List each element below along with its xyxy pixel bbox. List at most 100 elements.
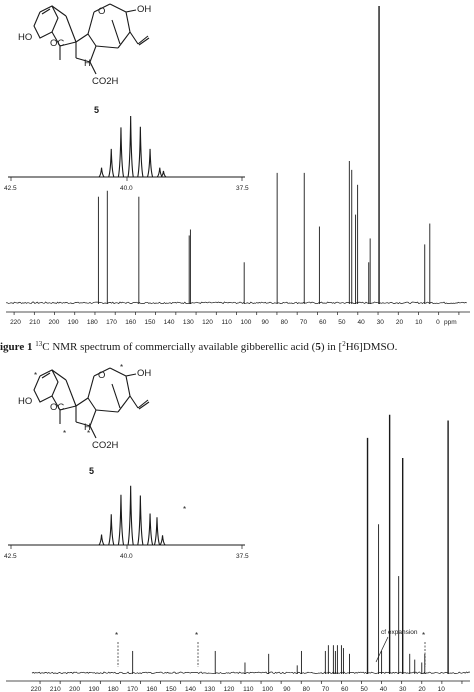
axis-tick-label: 100 xyxy=(262,686,273,692)
atom-ho: HO xyxy=(18,396,32,407)
axis-tick-label: 120 xyxy=(224,686,235,692)
atom-ho: HO xyxy=(18,32,32,43)
axis-tick-label: 30 xyxy=(399,686,407,692)
axis-tick-label: 80 xyxy=(281,319,289,326)
inset-tick-label: 37.5 xyxy=(236,185,249,192)
inset-tick-label: 37.5 xyxy=(236,553,249,560)
inset-ticks xyxy=(10,177,243,181)
expansion-note: cf expansion xyxy=(381,629,418,636)
caption-superscript-2: 2 xyxy=(342,340,346,348)
inset-peak xyxy=(137,126,144,178)
atom-oc: OC xyxy=(50,38,64,49)
axis-tick-label: 160 xyxy=(125,319,136,326)
atom-co2h: CO2H xyxy=(92,440,119,451)
gibberellic-acid-structure-2 xyxy=(33,367,150,439)
axis-tick-label: 10 xyxy=(438,686,446,692)
axis-tick-label: 200 xyxy=(48,319,59,326)
structure-star: * xyxy=(120,363,123,372)
axis-tick-label: 50 xyxy=(360,686,368,692)
caption-compound: 5 xyxy=(315,341,321,353)
structure-2-atoms: O OH HO OC H CO2H * * * * 5 xyxy=(18,363,151,476)
gibberellic-acid-structure-1 xyxy=(33,3,150,75)
atom-o: O xyxy=(98,370,105,381)
axis-tick-label: 170 xyxy=(106,319,117,326)
peak-star: * xyxy=(115,631,118,640)
inset-tick-label: 40.0 xyxy=(120,185,133,192)
spectrum-peaks xyxy=(97,6,431,304)
nmr-spectrum-1: 220 210 200 190 180 170 160 150 140 130 … xyxy=(5,6,470,326)
axis-tick-label: 210 xyxy=(29,319,40,326)
inset-peak xyxy=(159,535,166,546)
inset-peak xyxy=(153,517,161,546)
axis-tick-label: 0 xyxy=(436,319,440,326)
inset-expansion-2: 42.5 40.0 37.5 * xyxy=(4,485,249,560)
axis-tick-label: 190 xyxy=(68,319,79,326)
compound-label: 5 xyxy=(94,105,99,115)
inset-peak xyxy=(108,514,115,546)
axis-tick-label: 30 xyxy=(377,319,385,326)
inset-peak xyxy=(127,485,134,546)
inset-peaks xyxy=(98,116,167,178)
axis-tick-label: 130 xyxy=(183,319,194,326)
inset-peak xyxy=(117,494,125,546)
caption-superscript: 13 xyxy=(35,340,43,348)
axis-tick-label: 80 xyxy=(303,686,311,692)
caption-prefix: igure 1 xyxy=(0,341,35,353)
caption-text: C NMR spectrum of commercially available… xyxy=(42,341,315,353)
inset-tick-label: 40.0 xyxy=(120,553,133,560)
figure-1-caption: igure 1 13C NMR spectrum of commercially… xyxy=(0,340,398,353)
axis-tick-label: 150 xyxy=(166,686,177,692)
axis-tick-label: 50 xyxy=(338,319,346,326)
axis-tick-label: 220 xyxy=(31,686,42,692)
peak-star: * xyxy=(195,631,198,640)
spectrum-baseline xyxy=(5,301,467,305)
inset-expansion-1: 42.5 40.0 37.5 xyxy=(4,116,249,192)
structure-1-atoms: O OH HO OC H CO2H 5 xyxy=(18,4,151,115)
atom-h: H xyxy=(84,422,91,433)
atom-o: O xyxy=(98,6,105,17)
axis-tick-label: 200 xyxy=(69,686,80,692)
atom-oc: OC xyxy=(50,402,64,413)
spectrum-baseline xyxy=(31,671,471,675)
inset-peak xyxy=(146,513,154,546)
axis-tick-label: 190 xyxy=(88,686,99,692)
inset-star: * xyxy=(183,505,186,514)
axis-unit: ppm xyxy=(444,319,457,326)
inset-peak xyxy=(137,495,144,546)
inset-peak xyxy=(160,170,167,178)
axis-ticks xyxy=(39,681,463,684)
axis-tick-label: 210 xyxy=(50,686,61,692)
structure-star: * xyxy=(63,429,66,438)
axis-tick-label: 220 xyxy=(10,319,21,326)
axis-ticks xyxy=(13,312,460,315)
inset-peak xyxy=(127,116,134,178)
axis-tick-label: 110 xyxy=(243,686,254,692)
spectrum-peaks xyxy=(132,414,449,674)
inset-tick-label: 42.5 xyxy=(4,185,17,192)
axis-tick-label: 110 xyxy=(222,319,233,326)
inset-peak xyxy=(98,534,105,546)
axis-tick-label: 160 xyxy=(146,686,157,692)
inset-peak xyxy=(98,167,105,178)
axis-tick-label: 90 xyxy=(283,686,291,692)
structure-star: * xyxy=(34,371,37,380)
axis-tick-label: 40 xyxy=(380,686,388,692)
axis-tick-label: 60 xyxy=(341,686,349,692)
axis-tick-label: 90 xyxy=(261,319,269,326)
axis-tick-label: 60 xyxy=(319,319,327,326)
axis-tick-label: 100 xyxy=(240,319,251,326)
atom-oh: OH xyxy=(137,368,151,379)
caption-solvent: H6]DMSO. xyxy=(346,341,398,353)
structure-star: * xyxy=(87,429,90,438)
atom-co2h: CO2H xyxy=(92,76,119,87)
compound-label: 5 xyxy=(89,466,94,476)
axis-tick-label: 140 xyxy=(164,319,175,326)
axis-tick-label: 70 xyxy=(322,686,330,692)
atom-h: H xyxy=(84,58,91,69)
inset-tick-label: 42.5 xyxy=(4,553,17,560)
axis-tick-label: 10 xyxy=(415,319,423,326)
axis-tick-label: 180 xyxy=(108,686,119,692)
inset-peak xyxy=(146,148,154,178)
caption-text-2: ) in [ xyxy=(321,341,343,353)
